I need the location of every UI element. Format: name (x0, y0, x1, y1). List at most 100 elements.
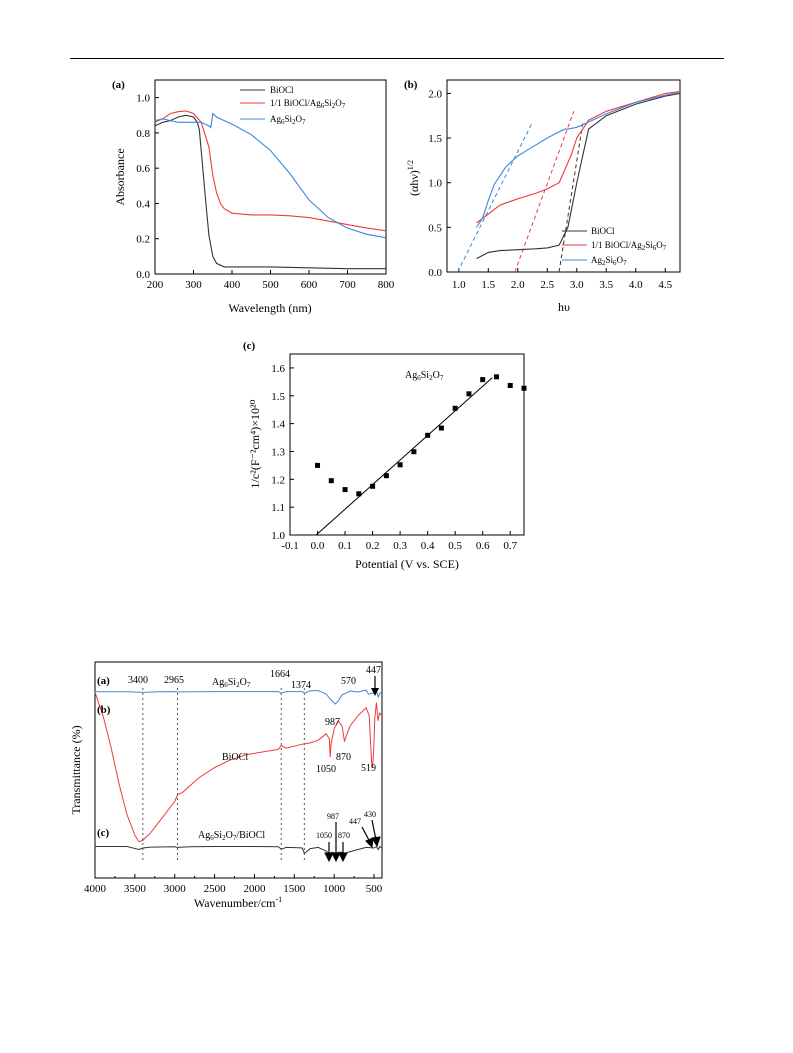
b-xtick-label: 1.5 (481, 279, 495, 291)
a-xtick-label: 200 (147, 279, 164, 291)
d-xtick-label: 3000 (164, 883, 187, 895)
a-xtick-label: 500 (262, 279, 279, 291)
c-data-point (342, 487, 348, 493)
c-xtick-label: 0.1 (338, 540, 352, 552)
d-series-line-1 (94, 692, 383, 843)
panel-d-frame (94, 661, 383, 879)
a-xtick-label: 300 (185, 279, 202, 291)
panel-d-curve-b-label: (b) (97, 704, 111, 716)
panel-c-frame (289, 353, 525, 536)
sample-a-name: Ag6Si2O7 (212, 677, 251, 689)
panel-d-xlabel: Wavenumber/cm-1 (194, 895, 282, 910)
b-ytick-label: 0.5 (428, 222, 442, 234)
panel-a-frame (154, 79, 387, 275)
panel-c-series-label: Ag6Si2O7 (405, 370, 444, 382)
peak-a-1664: 1664 (270, 669, 290, 680)
b-ytick-label: 0.0 (428, 267, 442, 279)
legend-a-composite: 1/1 BiOCl/Ag6Si2O7 (270, 98, 346, 110)
arrows-c (324, 819, 381, 863)
panel-b-ylabel: (αhν)1/2 (406, 160, 421, 196)
peak-a-987: 987 (325, 717, 340, 728)
c-data-point (452, 405, 458, 411)
panel-c-fit (315, 377, 493, 536)
panel-d-series (94, 689, 383, 856)
legend-b-bioc: BiOCl (591, 226, 615, 236)
d-xtick-label: 2500 (204, 883, 227, 895)
peak-a-3400: 3400 (128, 675, 148, 686)
panel-c-points (315, 374, 527, 497)
a-ytick-label: 1.0 (136, 93, 150, 105)
panel-b: (b) 1.0 1.5 2.0 2.5 3.0 3.5 4.0 4.5 0.00.51.01.… (404, 79, 681, 314)
peak-a-1374: 1374 (291, 680, 311, 691)
peak-c-447: 447 (349, 817, 361, 826)
b-xtick-label: 4.0 (629, 279, 643, 291)
panel-a: (a) 200 300 400 500 600 700 800 0.00.20.40.60.… (112, 79, 395, 315)
c-xtick-label: 0.4 (421, 540, 435, 552)
page-header-rule (70, 58, 724, 59)
d-xtick-label: 2000 (243, 883, 266, 895)
b-xtick-label: 3.5 (599, 279, 613, 291)
c-data-point (411, 449, 417, 455)
sample-c-name: Ag6Si2O7/BiOCl (198, 830, 265, 842)
a-xtick-label: 800 (378, 279, 395, 291)
panel-b-yticks: 0.0 0.5 1.0 1.5 2.0 (428, 88, 451, 279)
b-xtick-label: 1.0 (452, 279, 466, 291)
a-ytick-label: 0.6 (136, 163, 150, 175)
d-xtick-label: 3500 (124, 883, 147, 895)
panel-b-frame (446, 79, 681, 273)
b-series-line-1 (476, 91, 681, 224)
b-xtick-label: 2.5 (540, 279, 554, 291)
peak-b-870: 870 (336, 752, 351, 763)
d-xtick-label: 4000 (84, 883, 107, 895)
c-ytick-label: 1.0 (271, 530, 285, 542)
peak-b-1050: 1050 (316, 764, 336, 775)
a-ytick-label: 0.0 (136, 269, 150, 281)
c-data-point (438, 425, 444, 431)
d-series-line-2 (95, 845, 383, 856)
a-ytick-label: 0.2 (136, 234, 150, 246)
c-ytick-label: 1.5 (271, 391, 285, 403)
panel-b-legend: BiOCl 1/1 BiOCl/Ag2Si6O7 Ag2Si6O7 (562, 226, 667, 267)
b-series-line-0 (476, 92, 681, 260)
c-ytick-label: 1.2 (271, 474, 285, 486)
c-xtick-label: 0.7 (503, 540, 517, 552)
b-xtick-label: 4.5 (658, 279, 672, 291)
panel-d-curve-c-label: (c) (97, 827, 110, 839)
a-series-line-0 (154, 114, 386, 270)
a-ytick-label: 0.4 (136, 198, 150, 210)
legend-a-bioc: BiOCl (270, 85, 294, 95)
a-series-line-1 (154, 110, 387, 232)
peak-c-430: 430 (364, 810, 376, 819)
panel-b-xticks: 1.0 1.5 2.0 2.5 3.0 3.5 4.0 4.5 (452, 268, 673, 291)
panel-a-legend: BiOCl 1/1 BiOCl/Ag6Si2O7 Ag6Si2O7 (240, 85, 346, 126)
panel-d-peak-guides (142, 688, 305, 862)
c-data-point (507, 382, 513, 388)
c-data-point (425, 432, 431, 438)
a-ytick-label: 0.8 (136, 128, 150, 140)
panel-d-ylabel: Transmittance (%) (69, 725, 83, 814)
peak-b-519: 519 (361, 763, 376, 774)
a-xtick-label: 400 (224, 279, 241, 291)
panel-b-label: (b) (404, 79, 418, 91)
c-xtick-label: 0.0 (311, 540, 325, 552)
legend-b-ag: Ag2Si6O7 (591, 255, 627, 267)
b-ytick-label: 1.0 (428, 178, 442, 190)
peak-a-2965: 2965 (164, 675, 184, 686)
c-xtick-label: 0.5 (448, 540, 462, 552)
panel-a-xticks: 200 300 400 500 600 700 800 (147, 270, 395, 291)
panel-c-yticks: 1.0 1.1 1.2 1.3 1.4 1.5 1.6 (271, 363, 294, 542)
arrow-a-447 (371, 676, 379, 696)
c-data-point (493, 374, 499, 380)
panel-a-ylabel: Absorbance (113, 148, 127, 205)
c-xtick-label: -0.1 (281, 540, 298, 552)
peak-a-447: 447 (366, 665, 381, 676)
peak-c-987: 987 (327, 812, 339, 821)
panel-c: (c) -0.1 0.0 0.1 0.2 0.3 0.4 0.5 0.6 0.7 1.01.11… (243, 340, 527, 571)
panel-c-ylabel: 1/c²(F⁻²cm⁴)×10²⁰ (248, 399, 262, 488)
c-xtick-label: 0.3 (393, 540, 407, 552)
a-series-line-2 (154, 112, 387, 239)
c-data-point (466, 391, 472, 397)
panel-c-xlabel: Potential (V vs. SCE) (355, 557, 459, 571)
c-ytick-label: 1.4 (271, 419, 285, 431)
